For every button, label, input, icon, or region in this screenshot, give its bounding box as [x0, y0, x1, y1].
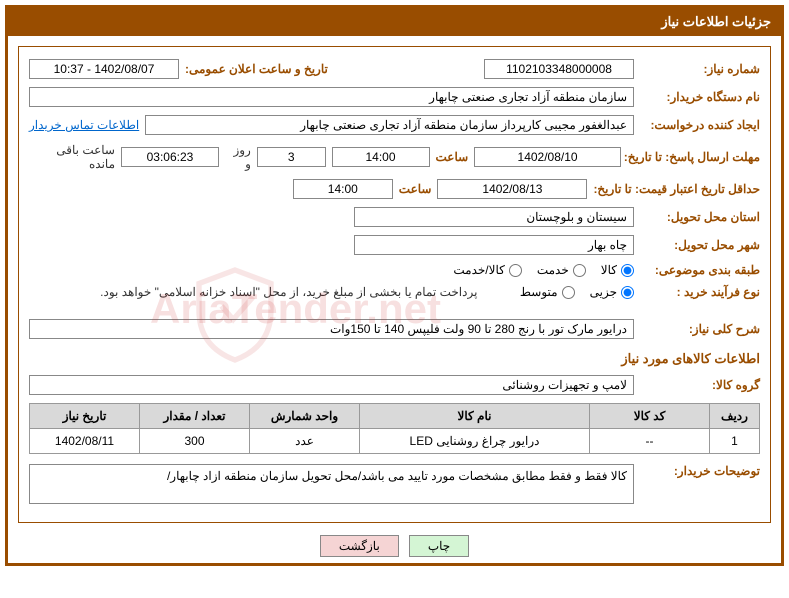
cell-name: درایور چراغ روشنایی LED	[360, 429, 590, 454]
desc-label: شرح کلی نیاز:	[640, 322, 760, 336]
announce-label: تاریخ و ساعت اعلان عمومی:	[185, 62, 328, 76]
announce-value: 1402/08/07 - 10:37	[29, 59, 179, 79]
th-unit: واحد شمارش	[250, 404, 360, 429]
need-no-value: 1102103348000008	[484, 59, 634, 79]
days-value: 3	[257, 147, 326, 167]
form-container: شماره نیاز: 1102103348000008 تاریخ و ساع…	[18, 46, 771, 523]
goods-info-title: اطلاعات کالاهای مورد نیاز	[29, 351, 760, 367]
reply-time-label: ساعت	[436, 150, 469, 164]
process-radio-group: جزیی متوسط	[520, 285, 634, 299]
validity-time-value: 14:00	[293, 179, 393, 199]
reply-date-value: 1402/08/10	[474, 147, 621, 167]
cell-row: 1	[710, 429, 760, 454]
goods-table: ردیف کد کالا نام کالا واحد شمارش تعداد /…	[29, 403, 760, 454]
reply-time-value: 14:00	[332, 147, 430, 167]
validity-date-value: 1402/08/13	[437, 179, 587, 199]
payment-note: پرداخت تمام یا بخشی از مبلغ خرید، از محل…	[100, 285, 477, 299]
cat-service-radio[interactable]: خدمت	[537, 263, 586, 277]
group-value: لامپ و تجهیزات روشنائی	[29, 375, 634, 395]
cell-qty: 300	[140, 429, 250, 454]
back-button[interactable]: بازگشت	[320, 535, 399, 557]
requester-label: ایجاد کننده درخواست:	[640, 118, 760, 132]
th-row: ردیف	[710, 404, 760, 429]
category-radio-group: کالا خدمت کالا/خدمت	[453, 263, 634, 277]
proc-small-radio[interactable]: جزیی	[590, 285, 634, 299]
buyer-org-value: سازمان منطقه آزاد تجاری صنعتی چابهار	[29, 87, 634, 107]
print-button[interactable]: چاپ	[409, 535, 469, 557]
th-date: تاریخ نیاز	[30, 404, 140, 429]
buyer-notes-value: کالا فقط و فقط مطابق مشخصات مورد تایید م…	[29, 464, 634, 504]
validity-time-label: ساعت	[399, 182, 432, 196]
buyer-org-label: نام دستگاه خریدار:	[640, 90, 760, 104]
cat-both-radio[interactable]: کالا/خدمت	[453, 263, 521, 277]
cat-goods-radio[interactable]: کالا	[601, 263, 634, 277]
th-qty: تعداد / مقدار	[140, 404, 250, 429]
requester-value: عبدالغفور مجیبی کارپرداز سازمان منطقه آز…	[145, 115, 634, 135]
group-label: گروه کالا:	[640, 378, 760, 392]
reply-deadline-label: مهلت ارسال پاسخ: تا تاریخ:	[627, 150, 760, 164]
table-row: 1--درایور چراغ روشنایی LEDعدد3001402/08/…	[30, 429, 760, 454]
province-value: سیستان و بلوچستان	[354, 207, 634, 227]
days-label: روز و	[225, 143, 251, 171]
remain-label: ساعت باقی مانده	[29, 143, 115, 171]
city-label: شهر محل تحویل:	[640, 238, 760, 252]
th-name: نام کالا	[360, 404, 590, 429]
cell-unit: عدد	[250, 429, 360, 454]
panel-title: جزئیات اطلاعات نیاز	[8, 8, 781, 36]
th-code: کد کالا	[590, 404, 710, 429]
contact-link[interactable]: اطلاعات تماس خریدار	[29, 118, 139, 132]
buyer-notes-label: توضیحات خریدار:	[640, 464, 760, 478]
need-no-label: شماره نیاز:	[640, 62, 760, 76]
cell-code: --	[590, 429, 710, 454]
cell-date: 1402/08/11	[30, 429, 140, 454]
countdown-value: 03:06:23	[121, 147, 219, 167]
validity-label: حداقل تاریخ اعتبار قیمت: تا تاریخ:	[593, 182, 760, 196]
process-label: نوع فرآیند خرید :	[640, 285, 760, 299]
main-panel: جزئیات اطلاعات نیاز شماره نیاز: 11021033…	[5, 5, 784, 566]
category-label: طبقه بندی موضوعی:	[640, 263, 760, 277]
desc-value: درایور مارک تور با رنج 280 تا 90 ولت فلی…	[29, 319, 634, 339]
city-value: چاه بهار	[354, 235, 634, 255]
proc-med-radio[interactable]: متوسط	[520, 285, 575, 299]
province-label: استان محل تحویل:	[640, 210, 760, 224]
